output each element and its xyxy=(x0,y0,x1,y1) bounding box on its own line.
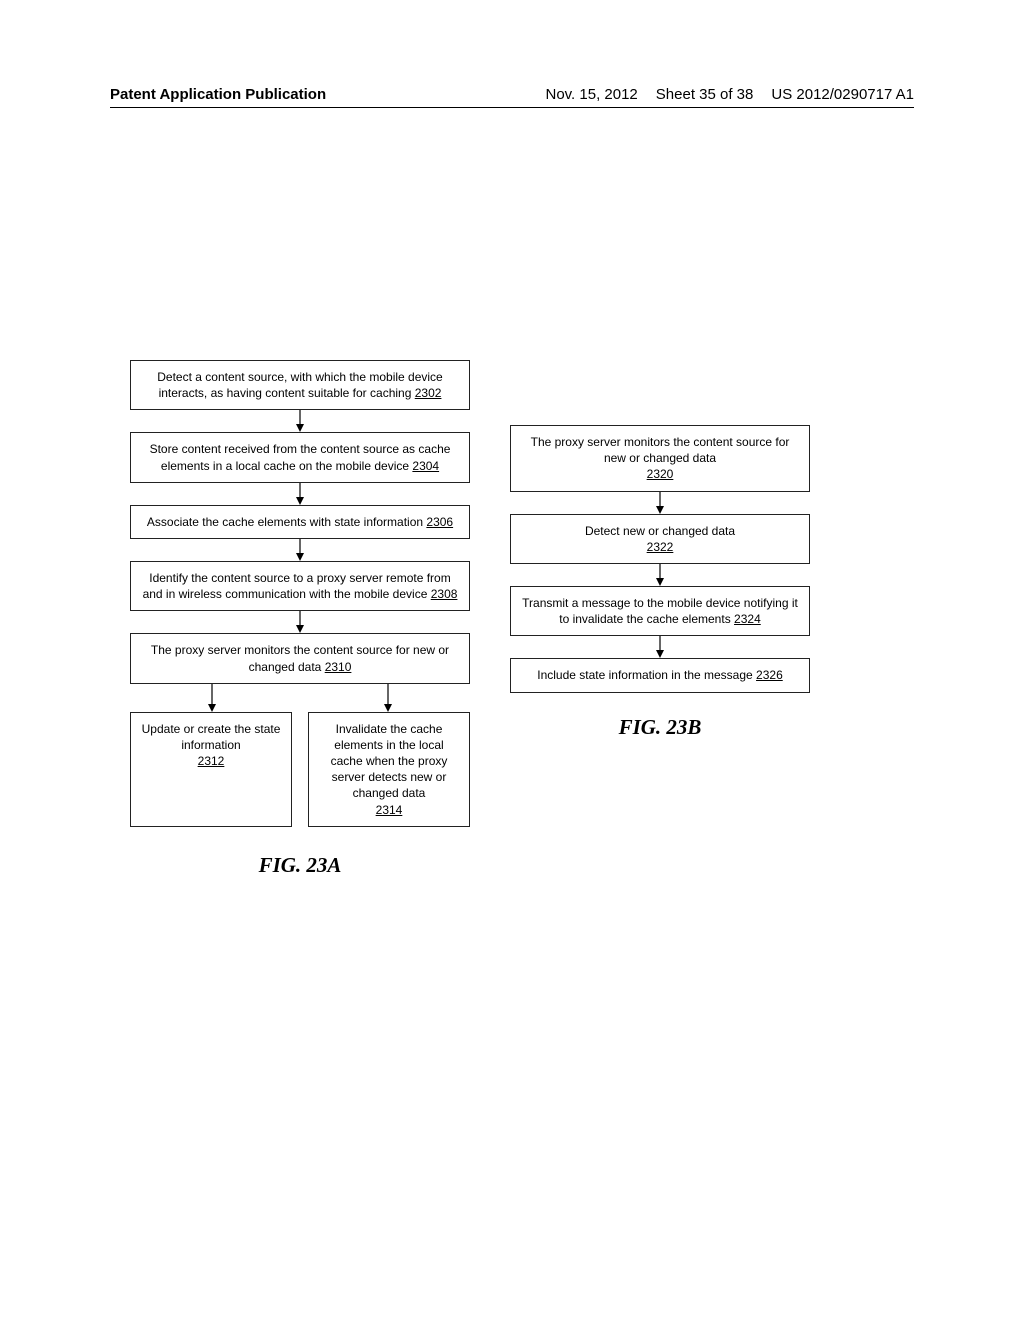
page-header: Patent Application Publication Nov. 15, … xyxy=(110,86,914,108)
box-2322: Detect new or changed data 2322 xyxy=(510,514,810,564)
box-ref: 2302 xyxy=(415,386,442,400)
arrow-down-icon xyxy=(130,539,470,561)
header-pubno: US 2012/0290717 A1 xyxy=(771,86,914,103)
box-2308: Identify the content source to a proxy s… xyxy=(130,561,470,611)
box-text: Include state information in the message xyxy=(537,668,752,682)
box-text: Associate the cache elements with state … xyxy=(147,515,423,529)
box-ref: 2308 xyxy=(431,587,458,601)
box-ref: 2314 xyxy=(376,803,403,817)
box-ref: 2310 xyxy=(325,660,352,674)
split-arrows xyxy=(130,684,470,712)
box-2304: Store content received from the content … xyxy=(130,432,470,482)
arrow-down-icon xyxy=(130,684,293,712)
box-text: The proxy server monitors the content so… xyxy=(531,435,790,465)
box-ref: 2326 xyxy=(756,668,783,682)
box-2302: Detect a content source, with which the … xyxy=(130,360,470,410)
header-right: Nov. 15, 2012 Sheet 35 of 38 US 2012/029… xyxy=(545,86,914,103)
box-text: Identify the content source to a proxy s… xyxy=(143,571,451,601)
arrow-down-icon xyxy=(307,684,470,712)
box-2320: The proxy server monitors the content so… xyxy=(510,425,810,492)
arrow-down-icon xyxy=(510,636,810,658)
diagrams-container: Detect a content source, with which the … xyxy=(130,360,914,878)
box-ref: 2320 xyxy=(647,467,674,481)
box-ref: 2304 xyxy=(412,459,439,473)
box-2314: Invalidate the cache elements in the loc… xyxy=(308,712,470,827)
box-ref: 2306 xyxy=(426,515,453,529)
arrow-down-icon xyxy=(510,564,810,586)
box-2324: Transmit a message to the mobile device … xyxy=(510,586,810,636)
box-ref: 2322 xyxy=(647,540,674,554)
arrow-down-icon xyxy=(130,483,470,505)
header-left: Patent Application Publication xyxy=(110,86,326,103)
box-text: Store content received from the content … xyxy=(150,442,451,472)
flowchart-23a: Detect a content source, with which the … xyxy=(130,360,470,878)
box-text: Detect a content source, with which the … xyxy=(157,370,442,400)
header-date: Nov. 15, 2012 xyxy=(545,86,637,103)
box-2306: Associate the cache elements with state … xyxy=(130,505,470,539)
box-2326: Include state information in the message… xyxy=(510,658,810,692)
header-sheet: Sheet 35 of 38 xyxy=(656,86,754,103)
split-row: Update or create the state information 2… xyxy=(130,712,470,827)
page: Patent Application Publication Nov. 15, … xyxy=(0,0,1024,1320)
box-text: Invalidate the cache elements in the loc… xyxy=(331,722,448,801)
arrow-down-icon xyxy=(130,410,470,432)
box-ref: 2324 xyxy=(734,612,761,626)
box-ref: 2312 xyxy=(198,754,225,768)
box-text: Update or create the state information xyxy=(142,722,281,752)
box-text: Detect new or changed data xyxy=(585,524,735,538)
box-text: The proxy server monitors the content so… xyxy=(151,643,449,673)
flowchart-23b: The proxy server monitors the content so… xyxy=(510,425,810,740)
arrow-down-icon xyxy=(510,492,810,514)
figure-caption-23a: FIG. 23A xyxy=(259,853,342,878)
arrow-down-icon xyxy=(130,611,470,633)
box-2310: The proxy server monitors the content so… xyxy=(130,633,470,683)
figure-caption-23b: FIG. 23B xyxy=(619,715,702,740)
box-2312: Update or create the state information 2… xyxy=(130,712,292,827)
